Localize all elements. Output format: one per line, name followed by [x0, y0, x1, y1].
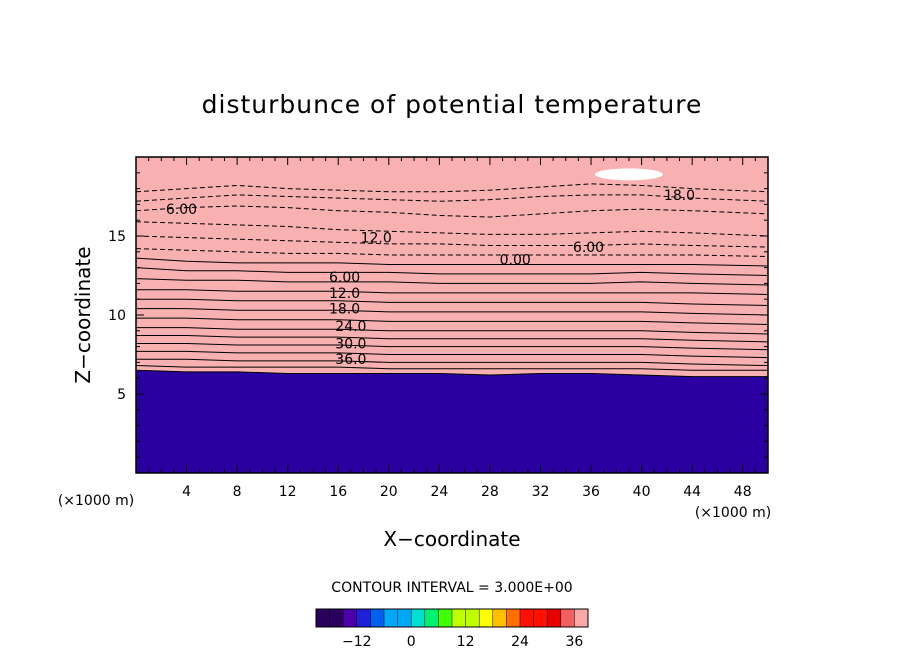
y-axis-label: Z−coordinate [71, 246, 95, 383]
colorbar-swatch-18 [560, 609, 575, 627]
contour-line-16 [136, 350, 768, 359]
colorbar-swatch-7 [411, 609, 426, 627]
contour-line-13 [136, 327, 768, 335]
colorbar-swatch-19 [574, 609, 589, 627]
z-axis-unit: (×1000 m) [58, 493, 134, 509]
max-region [594, 168, 663, 181]
contour-line-12 [136, 317, 768, 325]
x-axis-unit: (×1000 m) [695, 505, 771, 521]
contour-line-17 [136, 358, 768, 367]
x-axis-label: X−coordinate [383, 527, 520, 551]
x-tick-label-6: 28 [481, 484, 499, 500]
colorbar-swatch-13 [492, 609, 507, 627]
contour-label-5: 6.00 [329, 270, 360, 286]
contour-label-0: 6.00 [166, 202, 197, 218]
colorbar-frame [315, 608, 589, 628]
contour-line-4 [136, 235, 768, 248]
contour-fill [136, 157, 768, 473]
colorbar [315, 608, 589, 628]
contour-line-2 [136, 205, 768, 218]
contour-line-3 [136, 221, 768, 237]
x-tick-label-7: 32 [532, 484, 550, 500]
x-tick-label-1: 8 [233, 484, 242, 500]
x-tick-label-3: 16 [329, 484, 347, 500]
colorbar-tick-label-2: 12 [457, 634, 475, 650]
contour-line-15 [136, 342, 768, 351]
x-tick-label-9: 40 [633, 484, 651, 500]
x-tick-label-2: 12 [279, 484, 297, 500]
contour-interval-note: CONTOUR INTERVAL = 3.000E+00 [331, 580, 572, 596]
colorbar-tick-label-3: 24 [511, 634, 529, 650]
colorbar-swatch-15 [520, 609, 535, 627]
contour-line-8 [136, 278, 768, 286]
colorbar-swatch-2 [343, 609, 358, 627]
x-tick-label-10: 44 [683, 484, 701, 500]
y-tick-label-2: 15 [108, 229, 126, 245]
colorbar-ticks: −12 0 12 24 36 [342, 634, 583, 650]
contour-line-14 [136, 335, 768, 343]
colorbar-swatch-0 [316, 609, 331, 627]
contour-label-6: 12.0 [329, 286, 360, 302]
y-tick-label-1: 10 [108, 308, 126, 324]
chart-title: disturbunce of potential temperature [202, 90, 703, 119]
x-tick-label-11: 48 [734, 484, 752, 500]
contour-line-7 [136, 267, 768, 276]
colorbar-swatch-9 [438, 609, 453, 627]
x-tick-label-4: 20 [380, 484, 398, 500]
contour-label-10: 36.0 [335, 352, 366, 368]
contour-label-1: 12.0 [361, 231, 392, 247]
colorbar-tick-label-0: −12 [342, 634, 372, 650]
contour-line-10 [136, 298, 768, 307]
colorbar-swatch-4 [370, 609, 385, 627]
colorbar-swatch-11 [465, 609, 480, 627]
colorbar-swatch-8 [424, 609, 439, 627]
colorbar-swatch-12 [479, 609, 494, 627]
contour-label-9: 30.0 [335, 336, 366, 352]
x-tick-label-8: 36 [582, 484, 600, 500]
colorbar-swatch-14 [506, 609, 521, 627]
contour-label-7: 18.0 [329, 302, 360, 318]
y-axis-ticks: 5 10 15 [108, 172, 768, 458]
contour-line-11 [136, 308, 768, 316]
colorbar-swatch-16 [533, 609, 548, 627]
x-tick-label-0: 4 [182, 484, 191, 500]
x-axis-ticks: 4 8 12 16 20 24 28 32 36 40 44 48 [148, 157, 756, 500]
contour-lines [136, 183, 768, 378]
contour-line-0 [136, 183, 768, 193]
colorbar-tick-label-4: 36 [565, 634, 583, 650]
contour-line-5 [136, 248, 768, 258]
contour-line-6 [136, 257, 768, 267]
colorbar-swatch-5 [384, 609, 399, 627]
colorbar-swatch-17 [547, 609, 562, 627]
colorbar-swatch-1 [329, 609, 344, 627]
colorbar-swatch-6 [397, 609, 412, 627]
x-tick-label-5: 24 [430, 484, 448, 500]
contour-line-18 [136, 365, 768, 371]
y-tick-label-0: 5 [117, 387, 126, 403]
contour-line-9 [136, 289, 768, 295]
contour-label-2: 18.0 [664, 188, 695, 204]
colorbar-swatch-3 [356, 609, 371, 627]
contour-line-19 [136, 369, 768, 378]
colorbar-tick-label-1: 0 [407, 634, 416, 650]
colorbar-swatch-10 [452, 609, 467, 627]
contour-label-3: 6.00 [573, 240, 604, 256]
contour-label-8: 24.0 [335, 319, 366, 335]
contour-labels: 6.0012.018.06.000.006.0012.018.024.030.0… [166, 188, 695, 368]
contour-line-1 [136, 194, 768, 202]
contour-label-4: 0.00 [500, 253, 531, 269]
